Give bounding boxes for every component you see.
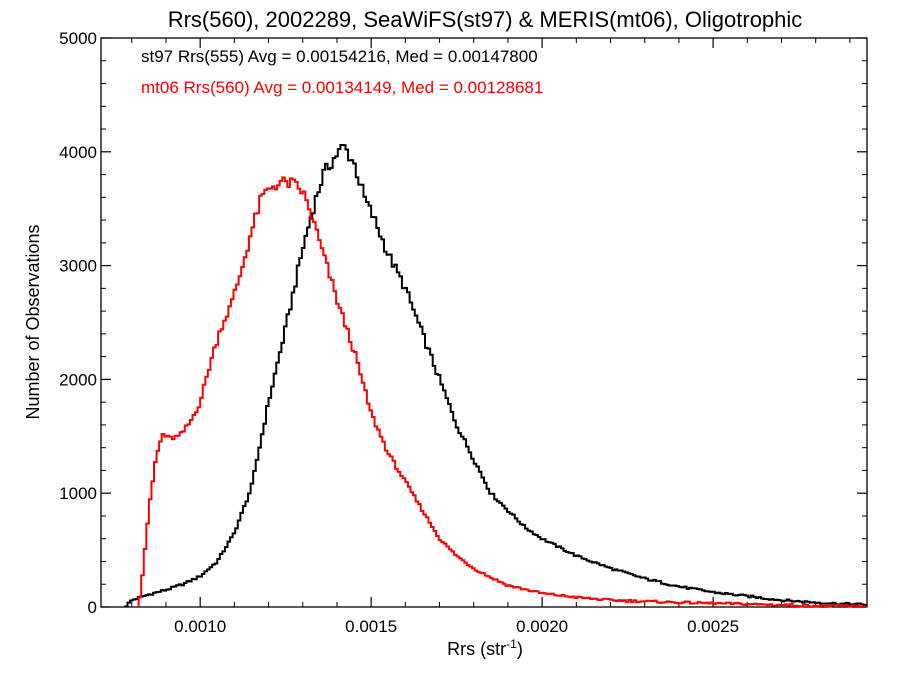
y-tick-label: 5000 [59, 29, 97, 48]
x-axis-title-main: Rrs (str [447, 639, 506, 659]
x-tick-label: 0.0025 [687, 617, 739, 636]
series-line-mt06 [137, 176, 867, 608]
x-axis-title-close: ) [517, 639, 523, 659]
x-axis-title: Rrs (str-1) [447, 637, 523, 659]
plot-frame [100, 37, 868, 608]
x-tick-label: 0.0020 [516, 617, 568, 636]
y-axis-title: Number of Observations [23, 224, 43, 419]
y-tick-label: 3000 [59, 257, 97, 276]
legend-entry-mt06: mt06 Rrs(560) Avg = 0.00134149, Med = 0.… [141, 78, 543, 97]
y-axis: 0 1000 2000 3000 4000 5000 [59, 29, 867, 617]
series-line-st97 [123, 143, 868, 608]
series-layer [123, 143, 868, 608]
y-tick-label: 1000 [59, 484, 97, 503]
chart-title: Rrs(560), 2002289, SeaWiFS(st97) & MERIS… [168, 7, 803, 32]
y-tick-label: 4000 [59, 143, 97, 162]
x-tick-label: 0.0010 [174, 617, 226, 636]
x-axis: 0.0010 0.0015 0.0020 0.0025 [131, 38, 851, 636]
legend-entry-st97: st97 Rrs(555) Avg = 0.00154216, Med = 0.… [141, 47, 538, 66]
y-tick-label: 2000 [59, 370, 97, 389]
x-tick-label: 0.0015 [345, 617, 397, 636]
x-axis-title-superscript: -1 [506, 637, 517, 651]
y-tick-label: 0 [88, 598, 97, 617]
